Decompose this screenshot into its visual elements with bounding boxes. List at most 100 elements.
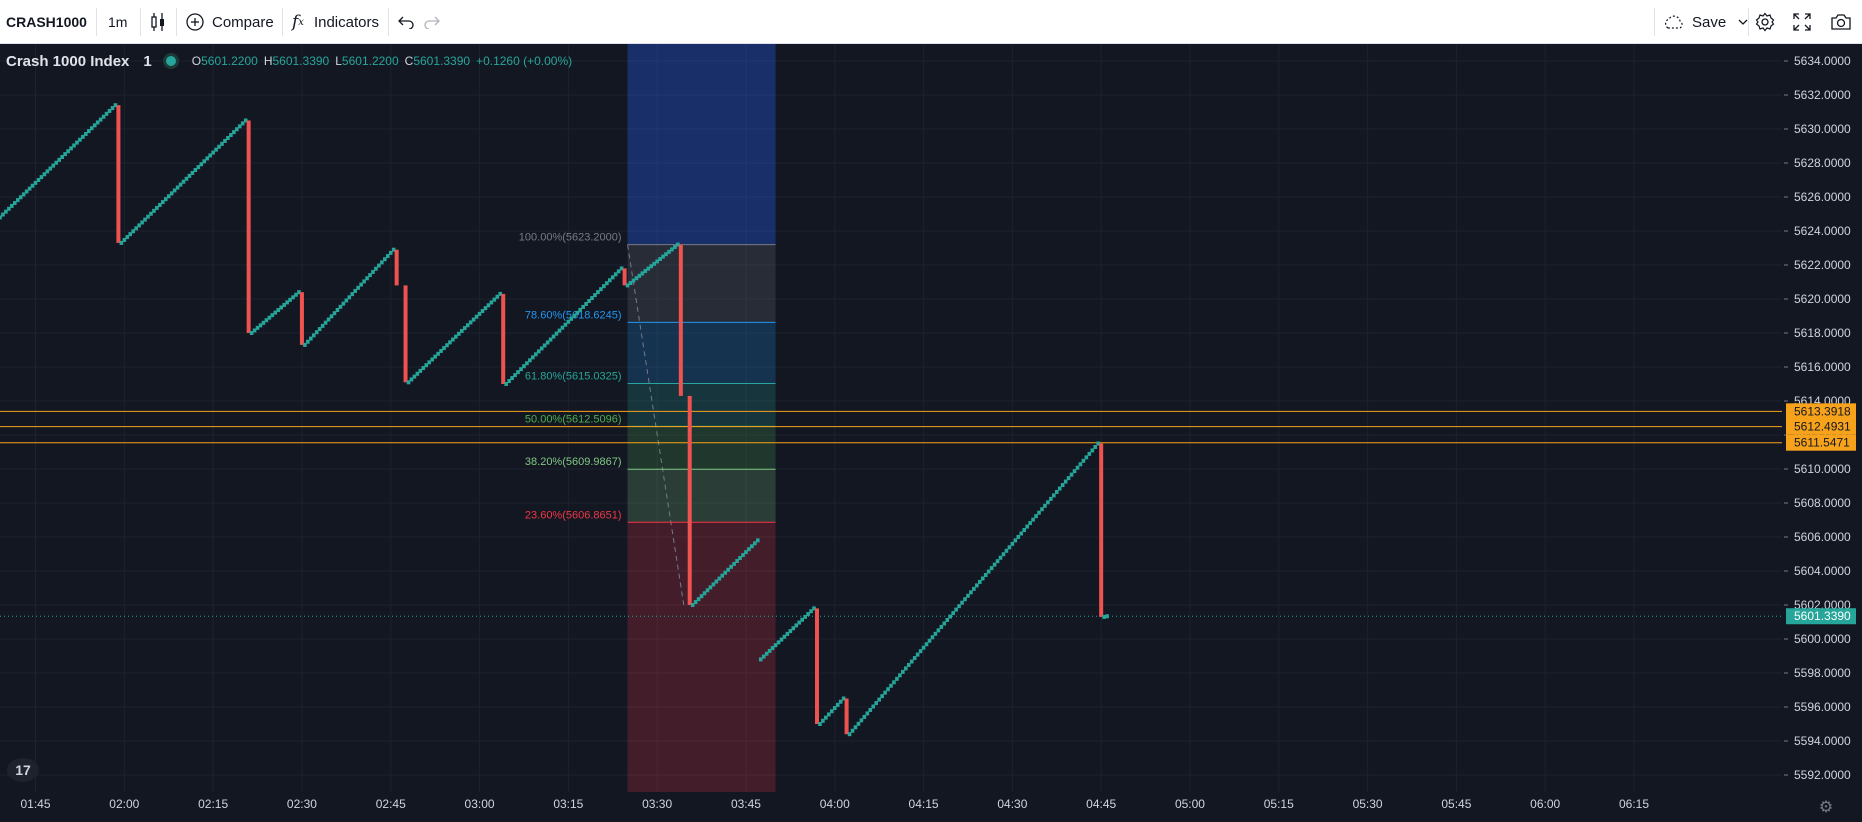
candle-up bbox=[33, 180, 38, 185]
candle-up bbox=[119, 240, 124, 245]
candle-up bbox=[637, 273, 642, 278]
candle-up bbox=[338, 304, 343, 309]
save-button[interactable]: Save bbox=[1662, 0, 1748, 44]
candle-down bbox=[844, 698, 849, 735]
candle-up bbox=[439, 348, 443, 353]
candle-up bbox=[181, 179, 186, 184]
candle-up bbox=[166, 194, 171, 199]
candle-up bbox=[545, 340, 550, 345]
candle-up bbox=[350, 292, 355, 297]
candle-up bbox=[75, 140, 79, 145]
candle-up bbox=[63, 152, 67, 157]
candle-up bbox=[960, 600, 964, 605]
gear-icon bbox=[1755, 12, 1775, 32]
fib-zone bbox=[627, 244, 776, 323]
undo-button[interactable] bbox=[398, 0, 414, 44]
time-tick-label: 05:30 bbox=[1353, 797, 1383, 811]
candle-up bbox=[850, 728, 855, 733]
toolbar-divider bbox=[1654, 8, 1655, 36]
price-tick-label: 5620.0000 bbox=[1794, 292, 1851, 306]
candle-up bbox=[128, 232, 133, 237]
candle-down bbox=[394, 249, 399, 286]
candle-up bbox=[190, 170, 195, 175]
fullscreen-button[interactable] bbox=[1793, 0, 1811, 44]
compare-button[interactable]: Compare bbox=[186, 0, 274, 44]
tradingview-logo-icon[interactable]: 17 bbox=[7, 758, 39, 782]
candle-up bbox=[782, 634, 787, 639]
toolbar-divider bbox=[388, 8, 389, 36]
price-tick-label: 5606.0000 bbox=[1794, 530, 1851, 544]
candle-up bbox=[989, 566, 994, 571]
last-price-text: 5601.3390 bbox=[1794, 609, 1851, 623]
price-tick-label: 5600.0000 bbox=[1794, 632, 1851, 646]
low-value: 5601.2200 bbox=[341, 54, 399, 68]
candle-up bbox=[575, 310, 580, 315]
candle-up bbox=[237, 124, 242, 129]
candle-up bbox=[45, 169, 50, 174]
candle-down bbox=[116, 105, 121, 243]
candle-up bbox=[459, 328, 464, 333]
candle-up bbox=[474, 314, 479, 319]
candle-up bbox=[670, 247, 674, 252]
fibonacci-retracement[interactable]: 100.00%(5623.2000)78.60%(5618.6245)61.80… bbox=[519, 44, 776, 792]
time-axis[interactable]: 01:45 02:00 02:15 02:30 02:45 03:00 03:15 03:30… bbox=[0, 792, 1833, 822]
candle-up bbox=[480, 309, 485, 314]
candle-up bbox=[137, 223, 141, 228]
market-status-icon[interactable] bbox=[165, 56, 176, 66]
candle-up bbox=[1004, 548, 1009, 553]
candle-up bbox=[904, 666, 908, 671]
high-label: H bbox=[263, 54, 273, 68]
candle-up bbox=[1102, 614, 1106, 619]
candle-up bbox=[1090, 448, 1095, 453]
candle-down bbox=[246, 120, 251, 333]
candle-up bbox=[750, 544, 754, 549]
candle-up bbox=[767, 648, 772, 653]
time-tick-label: 06:15 bbox=[1619, 797, 1649, 811]
candle-up bbox=[1, 212, 5, 217]
candle-up bbox=[465, 323, 470, 328]
redo-button[interactable] bbox=[424, 0, 440, 44]
candle-up bbox=[193, 168, 198, 173]
candle-up bbox=[507, 379, 511, 384]
candle-up bbox=[533, 352, 538, 357]
candle-up bbox=[785, 631, 790, 636]
chart-type-button[interactable] bbox=[150, 0, 166, 44]
horizontal-lines[interactable] bbox=[0, 410, 1782, 617]
settings-button[interactable] bbox=[1755, 0, 1775, 44]
candle-up bbox=[362, 279, 366, 284]
candle-down bbox=[1099, 443, 1104, 617]
candle-up bbox=[871, 704, 876, 709]
candle-up bbox=[84, 131, 88, 136]
candle-up bbox=[377, 263, 381, 268]
price-chart[interactable]: 100.00%(5623.2000)78.60%(5618.6245)61.80… bbox=[0, 44, 1862, 822]
candle-up bbox=[513, 373, 517, 378]
candle-up bbox=[741, 553, 745, 558]
price-tick-label: 5622.0000 bbox=[1794, 258, 1851, 272]
candle-up bbox=[912, 656, 917, 661]
candle-up bbox=[1087, 451, 1092, 456]
candle-up bbox=[418, 368, 423, 373]
candle-up bbox=[252, 328, 257, 333]
candle-up bbox=[560, 325, 565, 330]
candle-up bbox=[901, 669, 905, 674]
candle-up bbox=[178, 182, 183, 187]
candle-up bbox=[471, 317, 476, 322]
candle-up bbox=[332, 311, 337, 316]
screenshot-button[interactable] bbox=[1830, 0, 1852, 44]
toolbar-divider bbox=[1748, 8, 1749, 36]
interval-button[interactable]: 1m bbox=[108, 0, 127, 44]
price-label-text: 5612.4931 bbox=[1794, 420, 1851, 434]
candle-up bbox=[104, 111, 109, 116]
candle-up bbox=[889, 683, 893, 688]
time-tick-label: 02:15 bbox=[198, 797, 228, 811]
candle-up bbox=[424, 363, 429, 368]
candlestick-icon bbox=[150, 12, 166, 32]
time-tick-label: 03:45 bbox=[731, 797, 761, 811]
time-tick-label: 01:45 bbox=[21, 797, 51, 811]
candle-up bbox=[430, 357, 434, 362]
candle-up bbox=[1046, 500, 1050, 505]
candle-up bbox=[385, 254, 390, 259]
symbol-search-button[interactable]: CRASH1000 bbox=[6, 0, 87, 44]
candle-up bbox=[15, 198, 20, 203]
